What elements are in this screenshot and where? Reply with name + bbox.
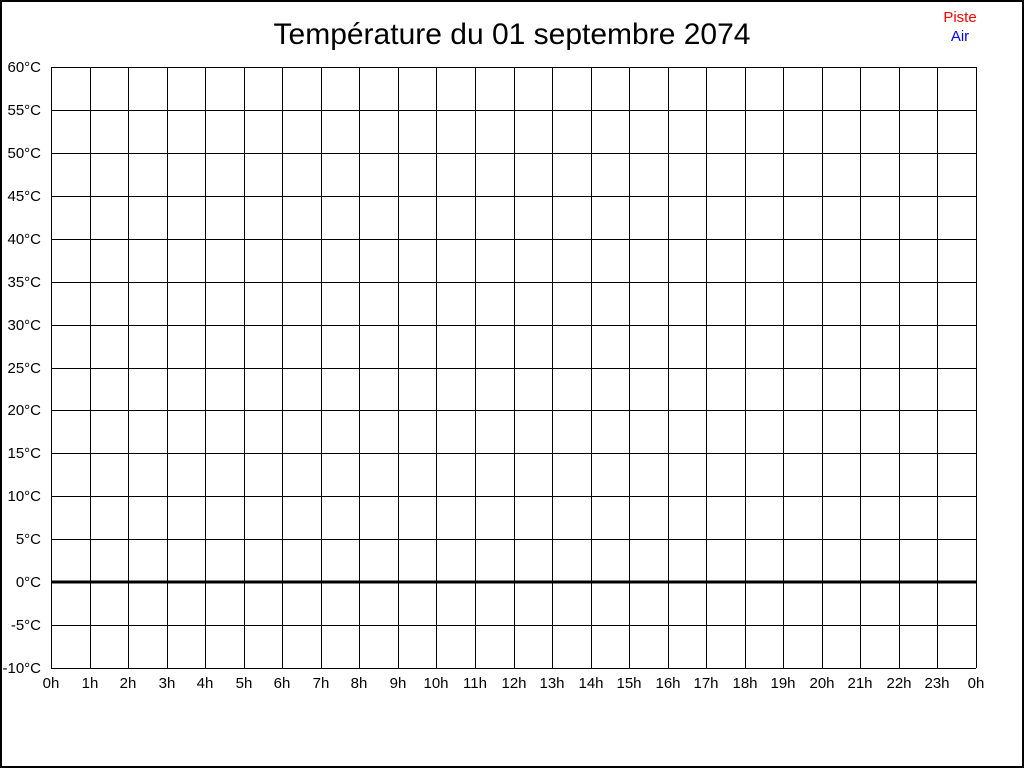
- svg-text:20h: 20h: [809, 675, 834, 692]
- svg-text:0h: 0h: [968, 675, 985, 692]
- svg-text:5°C: 5°C: [16, 531, 41, 548]
- svg-text:-10°C: -10°C: [2, 660, 41, 677]
- svg-text:20°C: 20°C: [7, 402, 41, 419]
- svg-text:10h: 10h: [423, 675, 448, 692]
- svg-text:25°C: 25°C: [7, 360, 41, 377]
- svg-text:16h: 16h: [655, 675, 680, 692]
- svg-text:4h: 4h: [197, 675, 214, 692]
- svg-text:55°C: 55°C: [7, 102, 41, 119]
- svg-text:17h: 17h: [693, 675, 718, 692]
- svg-text:8h: 8h: [351, 675, 368, 692]
- svg-text:22h: 22h: [886, 675, 911, 692]
- svg-text:0°C: 0°C: [16, 574, 41, 591]
- svg-text:6h: 6h: [274, 675, 291, 692]
- svg-text:21h: 21h: [847, 675, 872, 692]
- svg-text:35°C: 35°C: [7, 274, 41, 291]
- svg-text:-5°C: -5°C: [11, 617, 41, 634]
- svg-text:11h: 11h: [463, 675, 487, 692]
- svg-text:15h: 15h: [616, 675, 641, 692]
- svg-text:0h: 0h: [43, 675, 60, 692]
- svg-text:15°C: 15°C: [7, 445, 41, 462]
- svg-text:40°C: 40°C: [7, 231, 41, 248]
- svg-text:13h: 13h: [539, 675, 564, 692]
- svg-text:60°C: 60°C: [7, 59, 41, 76]
- svg-text:2h: 2h: [120, 675, 137, 692]
- svg-text:14h: 14h: [578, 675, 603, 692]
- svg-text:7h: 7h: [313, 675, 330, 692]
- svg-text:45°C: 45°C: [7, 188, 41, 205]
- svg-text:10°C: 10°C: [7, 488, 41, 505]
- svg-text:1h: 1h: [82, 675, 99, 692]
- svg-text:50°C: 50°C: [7, 145, 41, 162]
- svg-text:5h: 5h: [236, 675, 253, 692]
- svg-text:30°C: 30°C: [7, 317, 41, 334]
- svg-text:12h: 12h: [501, 675, 526, 692]
- svg-text:9h: 9h: [390, 675, 407, 692]
- svg-text:18h: 18h: [732, 675, 757, 692]
- svg-text:19h: 19h: [770, 675, 795, 692]
- svg-text:3h: 3h: [159, 675, 176, 692]
- svg-text:23h: 23h: [924, 675, 949, 692]
